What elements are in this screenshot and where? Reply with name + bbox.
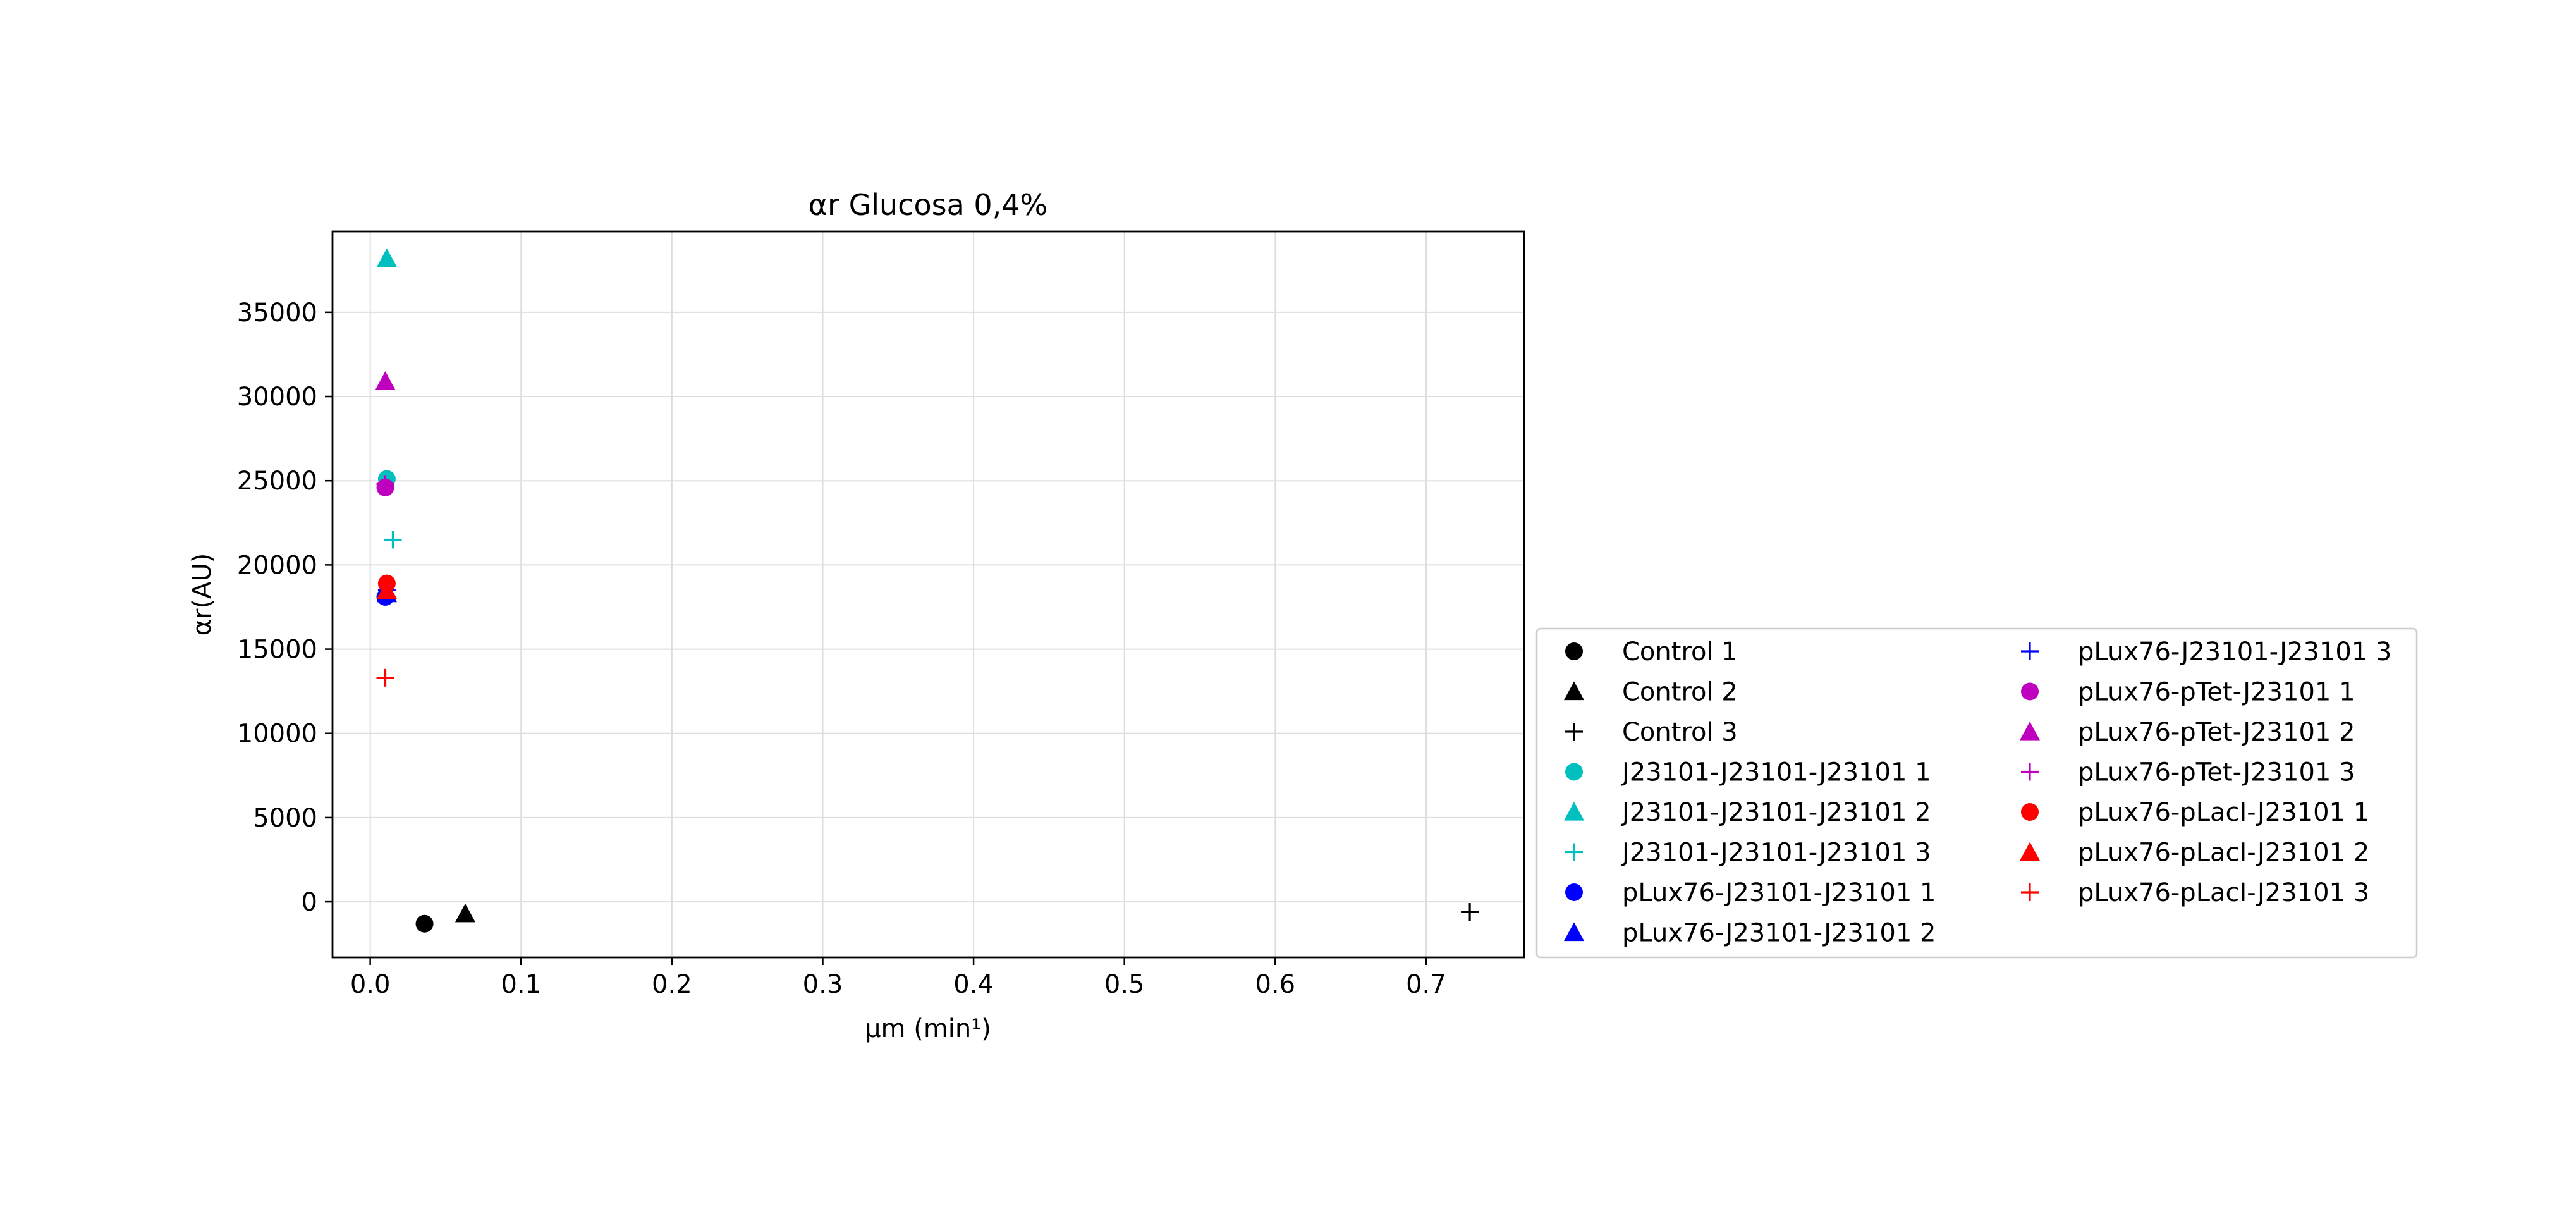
data-point xyxy=(375,371,396,390)
legend-marker xyxy=(2021,803,2039,821)
grid xyxy=(333,231,1524,957)
legend-item: pLux76-J23101-J23101 1 xyxy=(1565,878,1936,907)
legend-label: pLux76-pTet-J23101 1 xyxy=(2078,678,2355,707)
legend: Control 1 Control 2 Control 3 J23101-J23101… xyxy=(1535,627,2418,959)
data-points xyxy=(375,248,1479,933)
y-axis-label: αr(AU) xyxy=(188,553,217,636)
legend-label: pLux76-pLacI-J23101 3 xyxy=(2078,878,2369,907)
legend-item: pLux76-J23101-J23101 2 xyxy=(1564,919,1936,948)
legend-item: J23101-J23101-J23101 1 xyxy=(1565,758,1931,787)
data-point xyxy=(384,531,402,549)
legend-item: Control 2 xyxy=(1564,678,1738,707)
legend-item: pLux76-pLacI-J23101 2 xyxy=(2020,839,2369,868)
legend-marker xyxy=(2021,883,2039,901)
data-point xyxy=(376,475,394,493)
legend-label: pLux76-J23101-J23101 1 xyxy=(1622,878,1936,907)
x-tick-label: 0.3 xyxy=(803,970,843,999)
legend-marker xyxy=(2021,642,2039,660)
x-axis-label: μm (min¹) xyxy=(865,1014,991,1043)
legend-item: J23101-J23101-J23101 3 xyxy=(1565,839,1931,868)
y-tick-label: 30000 xyxy=(237,383,317,412)
legend-label: pLux76-pTet-J23101 2 xyxy=(2078,718,2355,747)
x-tick-label: 0.2 xyxy=(652,970,692,999)
legend-label: Control 2 xyxy=(1622,678,1738,707)
legend-items: Control 1 Control 2 Control 3 J23101-J23101… xyxy=(1564,637,2391,948)
y-tick-label: 35000 xyxy=(237,298,317,328)
data-point xyxy=(415,914,434,933)
legend-marker xyxy=(1564,681,1584,701)
legend-marker xyxy=(1565,642,1583,660)
legend-marker xyxy=(2021,682,2039,701)
legend-label: J23101-J23101-J23101 2 xyxy=(1620,798,1931,827)
axis-ticks: 0.0 0.1 0.2 0.3 0.4 0.5 0.6 0.7 0 5000 10000 15000 2… xyxy=(237,298,1446,999)
y-tick-label: 15000 xyxy=(237,636,317,665)
legend-item: pLux76-pLacI-J23101 3 xyxy=(2021,878,2369,907)
x-tick-label: 0.1 xyxy=(501,970,541,999)
legend-marker xyxy=(1564,802,1584,821)
legend-item: J23101-J23101-J23101 2 xyxy=(1564,798,1931,827)
legend-label: pLux76-pLacI-J23101 2 xyxy=(2078,839,2369,868)
data-point xyxy=(376,248,397,267)
legend-marker xyxy=(2020,842,2040,861)
y-tick-label: 0 xyxy=(302,888,317,917)
legend-item: pLux76-J23101-J23101 3 xyxy=(2021,637,2391,667)
legend-marker xyxy=(1565,723,1583,741)
legend-item: Control 1 xyxy=(1565,637,1738,667)
axes-frame xyxy=(331,230,1525,959)
x-tick-label: 0.4 xyxy=(953,970,994,999)
legend-label: J23101-J23101-J23101 1 xyxy=(1620,758,1931,787)
legend-marker xyxy=(1565,883,1583,901)
legend-item: pLux76-pLacI-J23101 1 xyxy=(2021,798,2369,827)
legend-marker xyxy=(1565,763,1583,781)
legend-label: J23101-J23101-J23101 3 xyxy=(1620,839,1931,868)
legend-item: pLux76-pTet-J23101 1 xyxy=(2021,678,2355,707)
x-tick-label: 0.6 xyxy=(1255,970,1295,999)
legend-marker xyxy=(1564,922,1584,942)
y-tick-label: 5000 xyxy=(253,804,317,833)
data-point xyxy=(1461,903,1479,921)
legend-marker xyxy=(2021,763,2039,781)
y-tick-label: 10000 xyxy=(237,720,317,749)
legend-marker xyxy=(1565,843,1583,861)
y-tick-label: 20000 xyxy=(237,551,317,580)
legend-label: pLux76-J23101-J23101 2 xyxy=(1622,919,1936,948)
legend-label: pLux76-J23101-J23101 3 xyxy=(2078,637,2391,667)
data-point xyxy=(455,903,475,923)
legend-label: pLux76-pLacI-J23101 1 xyxy=(2078,798,2369,827)
legend-item: pLux76-pTet-J23101 3 xyxy=(2021,758,2355,787)
data-point xyxy=(376,580,397,599)
legend-label: Control 1 xyxy=(1622,637,1738,667)
x-tick-label: 0.0 xyxy=(350,970,391,999)
legend-marker xyxy=(2020,722,2040,741)
legend-item: Control 3 xyxy=(1565,718,1738,747)
chart-title: αr Glucosa 0,4% xyxy=(809,188,1048,222)
x-tick-label: 0.7 xyxy=(1406,970,1446,999)
data-point xyxy=(376,668,394,687)
y-tick-label: 25000 xyxy=(237,467,317,496)
x-tick-label: 0.5 xyxy=(1104,970,1145,999)
legend-item: pLux76-pTet-J23101 2 xyxy=(2020,718,2355,747)
legend-label: pLux76-pTet-J23101 3 xyxy=(2078,758,2355,787)
legend-box xyxy=(1535,627,2418,959)
legend-label: Control 3 xyxy=(1622,718,1738,747)
